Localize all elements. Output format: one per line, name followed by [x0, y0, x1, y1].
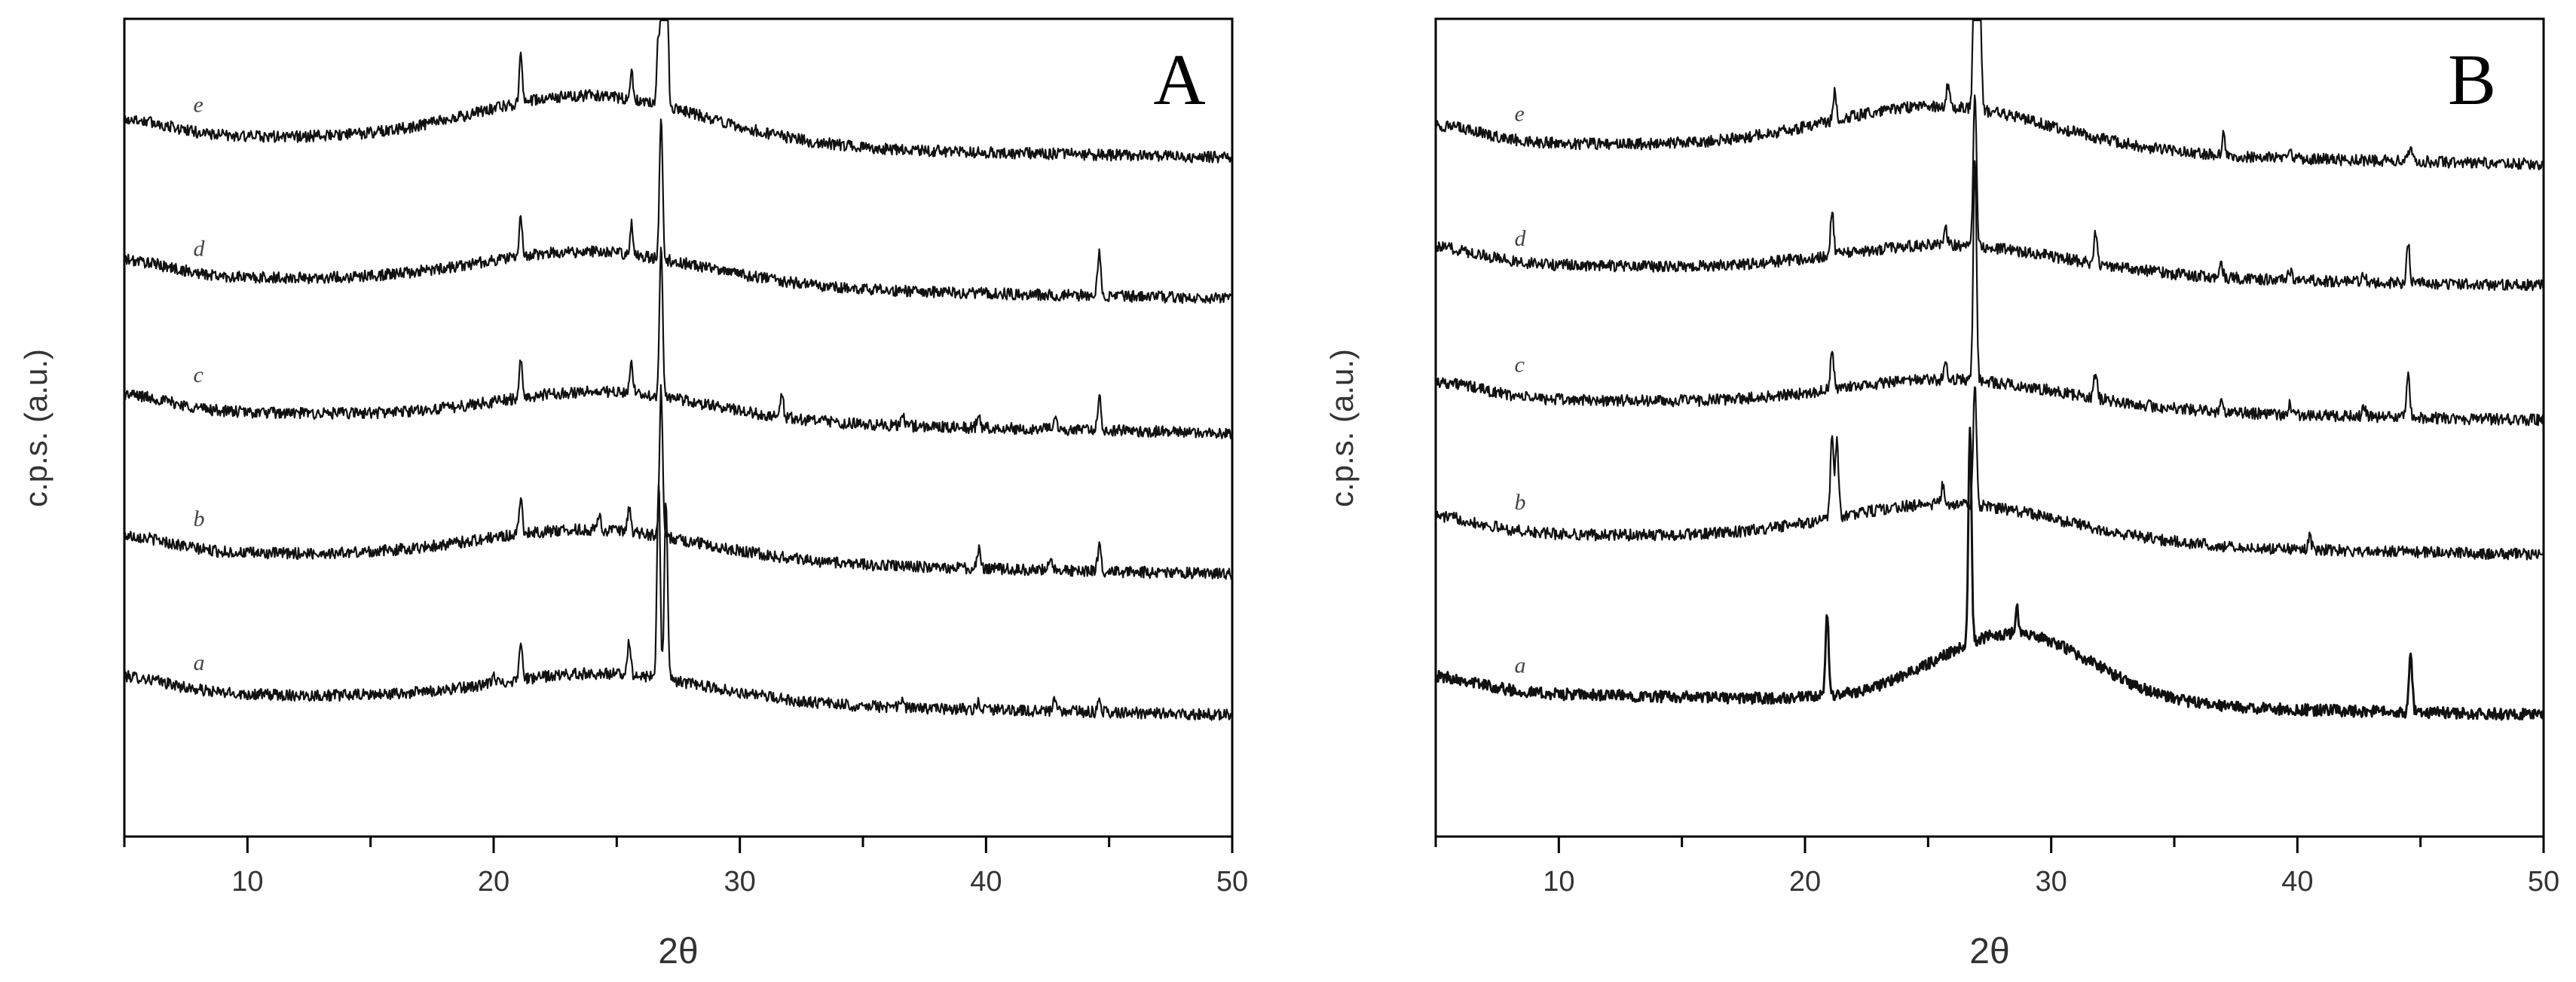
y-axis-label-b: c.p.s. (a.u.) [1324, 349, 1360, 507]
series-label-b: b [1515, 490, 1526, 515]
series-curve-e [1434, 19, 2545, 171]
y-axis-label-a: c.p.s. (a.u.) [18, 349, 54, 507]
x-tick-label: 20 [478, 866, 509, 898]
series-label-d: d [1515, 226, 1527, 251]
x-axis-ticks-a: 10 20 30 40 50 [123, 837, 1248, 898]
x-tick-label: 20 [1789, 866, 1821, 898]
series-label-a: a [193, 650, 204, 675]
panel-letter-a: A [1153, 39, 1205, 120]
series-label-c: c [1515, 352, 1525, 377]
series-curves-a: a b c d e [123, 19, 1234, 721]
panel-letter-b: B [2448, 39, 2496, 120]
x-tick-label: 50 [2528, 866, 2559, 898]
chart-panel-b: 10 20 30 40 50 a b c d e B 2θ c.p.s. (a.u.) [1324, 17, 2559, 971]
x-axis-label-b: 2θ [1969, 932, 2009, 971]
plot-frame-b [1434, 17, 2545, 838]
series-curve-c [123, 246, 1234, 439]
series-label-e: e [1515, 101, 1525, 126]
x-tick-label: 30 [724, 866, 756, 898]
series-curve-a [123, 484, 1234, 721]
x-tick-label: 30 [2036, 866, 2067, 898]
x-tick-label: 10 [231, 866, 263, 898]
x-axis-ticks-b: 10 20 30 40 50 [1434, 837, 2559, 898]
series-label-b: b [193, 506, 204, 531]
series-label-c: c [193, 363, 203, 387]
x-tick-label: 40 [2281, 866, 2313, 898]
x-tick-label: 40 [970, 866, 1002, 898]
series-label-d: d [193, 236, 205, 261]
x-tick-label: 50 [1216, 866, 1248, 898]
series-curve-e [124, 19, 1233, 164]
series-curve-d [1435, 94, 2545, 292]
series-curve-b [1434, 386, 2545, 561]
chart-panel-a: 10 20 30 40 50 a b c d e A 2θ c.p.s. (a.u.) [18, 17, 1248, 971]
series-label-e: e [193, 92, 203, 117]
x-tick-label: 10 [1543, 866, 1574, 898]
series-curve-d [123, 118, 1233, 304]
series-label-a: a [1515, 653, 1526, 678]
series-curve-b [124, 384, 1234, 580]
x-axis-label-a: 2θ [658, 932, 698, 971]
series-curves-b: a b c d e [1434, 19, 2545, 721]
series-curve-c [1434, 160, 2545, 427]
plot-frame-a [123, 17, 1234, 838]
series-curve-a [1435, 427, 2544, 721]
